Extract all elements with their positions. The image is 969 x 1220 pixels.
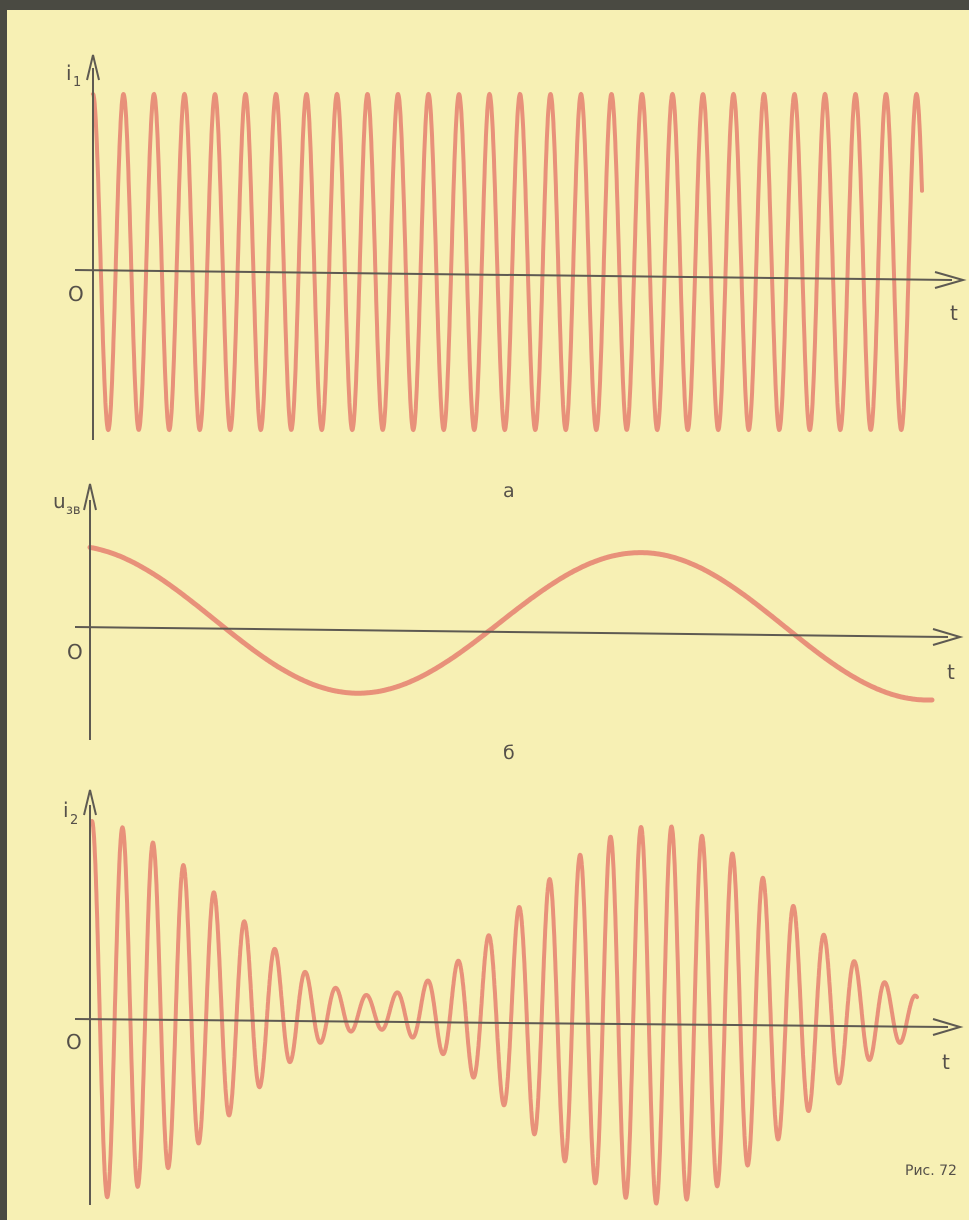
panel-b-x-axis [74,626,949,638]
panel-c-waveform [90,819,919,1206]
panel-c-origin-label: O [66,1030,82,1054]
panel-c-y-arrow [83,789,97,816]
panel-a-origin-label: O [68,282,84,306]
panel-a-y-label-sub: 1 [73,75,81,90]
panel-a-x-label: t [950,301,958,325]
panel-b-waveform [87,544,935,703]
figure-label: Рис. 72 [905,1163,957,1179]
panel-a-y-arrow [86,54,100,81]
panel-a: i 1 O t а [66,54,967,502]
panel-b: u зв O t б [53,483,964,764]
panel-c-y-label: i [63,798,69,822]
panel-b-y-label-sub: зв [66,503,81,518]
panel-a-waveform [91,92,924,432]
panel-c-x-arrow [932,1018,964,1036]
panel-b-y-label: u [53,489,66,513]
panel-a-caption: а [503,480,515,502]
panel-c: i 2 O t [63,789,964,1206]
panel-b-origin-label: O [67,640,83,664]
panel-c-y-label-sub: 2 [70,813,78,828]
panel-b-x-arrow [932,628,964,646]
paper-sheet [7,10,969,1220]
panel-c-x-axis [74,1018,949,1028]
panel-b-caption: б [503,742,515,764]
panel-a-x-axis [74,269,953,281]
panel-b-x-label: t [947,660,955,684]
panel-a-x-arrow [934,271,967,289]
panel-a-y-label: i [66,61,72,85]
panel-c-x-label: t [942,1050,950,1074]
panel-b-y-arrow [83,483,97,511]
